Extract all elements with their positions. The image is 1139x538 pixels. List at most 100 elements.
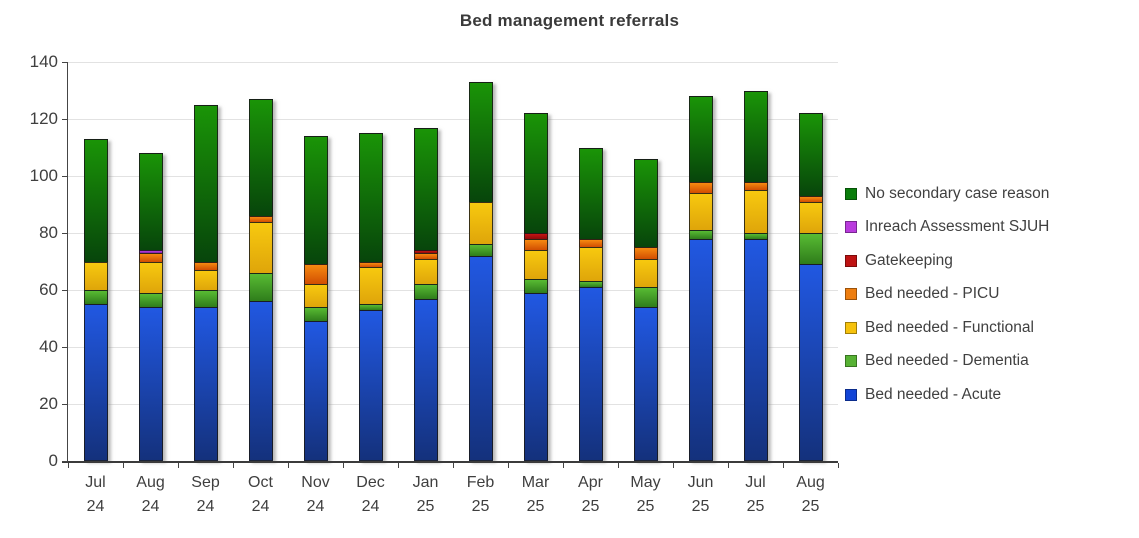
bar-segment — [688, 181, 713, 194]
bar-segment — [358, 133, 383, 262]
legend-swatch-icon — [845, 288, 857, 301]
bar-segment — [413, 298, 438, 461]
bar-segment — [248, 99, 273, 216]
bar-sep24 — [193, 104, 218, 461]
bar-jul24 — [83, 138, 108, 461]
y-tick-label-100: 100 — [29, 166, 58, 185]
bar-segment — [303, 264, 328, 285]
bar-segment — [468, 255, 493, 461]
bar-segment — [413, 258, 438, 285]
legend-swatch-icon — [845, 187, 857, 200]
y-tick-label-140: 140 — [29, 52, 58, 71]
y-axis-tick — [62, 460, 68, 462]
bar-segment — [193, 104, 218, 262]
bar-segment — [688, 96, 713, 182]
bar-jun25 — [688, 96, 713, 461]
legend-label: Bed needed - Functional — [865, 318, 1034, 336]
x-tick-label-may25: May 25 — [630, 474, 661, 515]
bar-segment — [523, 238, 548, 251]
y-axis-tick — [62, 232, 68, 234]
bar-segment — [523, 292, 548, 461]
legend-label: Gatekeeping — [865, 251, 953, 269]
y-tick-label-0: 0 — [48, 451, 58, 470]
legend-swatch-icon — [845, 321, 857, 334]
x-tick-label-mar25: Mar 25 — [521, 474, 550, 515]
bar-segment — [413, 250, 438, 253]
bar-segment — [83, 261, 108, 290]
legend-item: Bed needed - Functional — [845, 311, 1049, 345]
legend-label: Bed needed - Acute — [865, 385, 1002, 403]
bar-segment — [138, 261, 163, 293]
bar-segment — [358, 267, 383, 305]
x-axis-tick — [838, 463, 839, 468]
legend-label: No secondary case reason — [865, 184, 1050, 202]
bar-segment — [688, 230, 713, 239]
bar-segment — [743, 238, 768, 461]
bar-segment — [688, 193, 713, 231]
y-axis-tick — [62, 118, 68, 120]
y-axis-tick — [62, 61, 68, 63]
bar-aug24 — [138, 153, 163, 461]
x-tick-label-feb25: Feb 25 — [466, 474, 495, 515]
bar-segment — [633, 307, 658, 461]
y-axis-line — [67, 62, 68, 462]
bar-segment — [248, 221, 273, 273]
bar-segment — [138, 307, 163, 461]
bar-mar25 — [523, 113, 548, 461]
x-axis-tick — [728, 463, 729, 468]
bar-segment — [743, 90, 768, 182]
bar-oct24 — [248, 99, 273, 461]
bar-segment — [413, 127, 438, 251]
x-axis-tick — [178, 463, 179, 468]
bar-segment — [633, 158, 658, 248]
legend-item: Bed needed - Acute — [845, 378, 1049, 412]
y-tick-label-40: 40 — [39, 337, 58, 356]
x-axis-tick — [68, 463, 69, 468]
bar-segment — [798, 113, 823, 196]
bar-segment — [193, 290, 218, 308]
bar-segment — [633, 247, 658, 259]
x-axis-tick — [783, 463, 784, 468]
x-tick-label-sep24: Sep 24 — [191, 474, 220, 515]
bar-jan25 — [413, 127, 438, 461]
bar-segment — [303, 136, 328, 265]
bar-apr25 — [578, 147, 603, 461]
bar-segment — [138, 252, 163, 262]
gridline-80 — [68, 232, 838, 234]
legend-swatch-icon — [845, 254, 857, 267]
y-tick-label-120: 120 — [29, 109, 58, 128]
x-tick-label-jun25: Jun 25 — [687, 474, 714, 515]
bar-segment — [303, 307, 328, 322]
gridline-140 — [68, 61, 838, 63]
bar-segment — [83, 138, 108, 262]
bar-segment — [578, 147, 603, 239]
x-axis-tick — [618, 463, 619, 468]
bar-segment — [358, 304, 383, 310]
x-tick-label-nov24: Nov 24 — [301, 474, 330, 515]
gridline-100 — [68, 175, 838, 177]
bar-segment — [798, 233, 823, 265]
bar-segment — [303, 284, 328, 308]
bar-segment — [83, 290, 108, 305]
bar-segment — [523, 278, 548, 293]
x-axis-tick — [123, 463, 124, 468]
x-axis-tick — [453, 463, 454, 468]
y-axis-tick — [62, 403, 68, 405]
bar-segment — [358, 261, 383, 268]
bar-dec24 — [358, 133, 383, 461]
bar-segment — [578, 281, 603, 288]
legend-swatch-icon — [845, 388, 857, 401]
bar-segment — [248, 301, 273, 461]
bar-nov24 — [303, 136, 328, 461]
plot-area — [68, 61, 838, 461]
bar-segment — [523, 250, 548, 279]
x-axis-tick — [563, 463, 564, 468]
gridline-120 — [68, 118, 838, 120]
bar-segment — [358, 309, 383, 461]
x-tick-label-aug24: Aug 24 — [136, 474, 165, 515]
gridline-60 — [68, 289, 838, 291]
x-axis-tick — [508, 463, 509, 468]
bar-segment — [83, 304, 108, 461]
legend-swatch-icon — [845, 355, 857, 368]
